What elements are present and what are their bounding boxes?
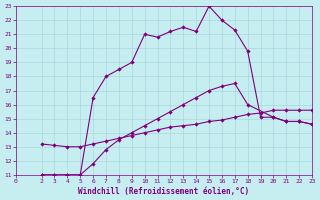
- X-axis label: Windchill (Refroidissement éolien,°C): Windchill (Refroidissement éolien,°C): [78, 187, 250, 196]
